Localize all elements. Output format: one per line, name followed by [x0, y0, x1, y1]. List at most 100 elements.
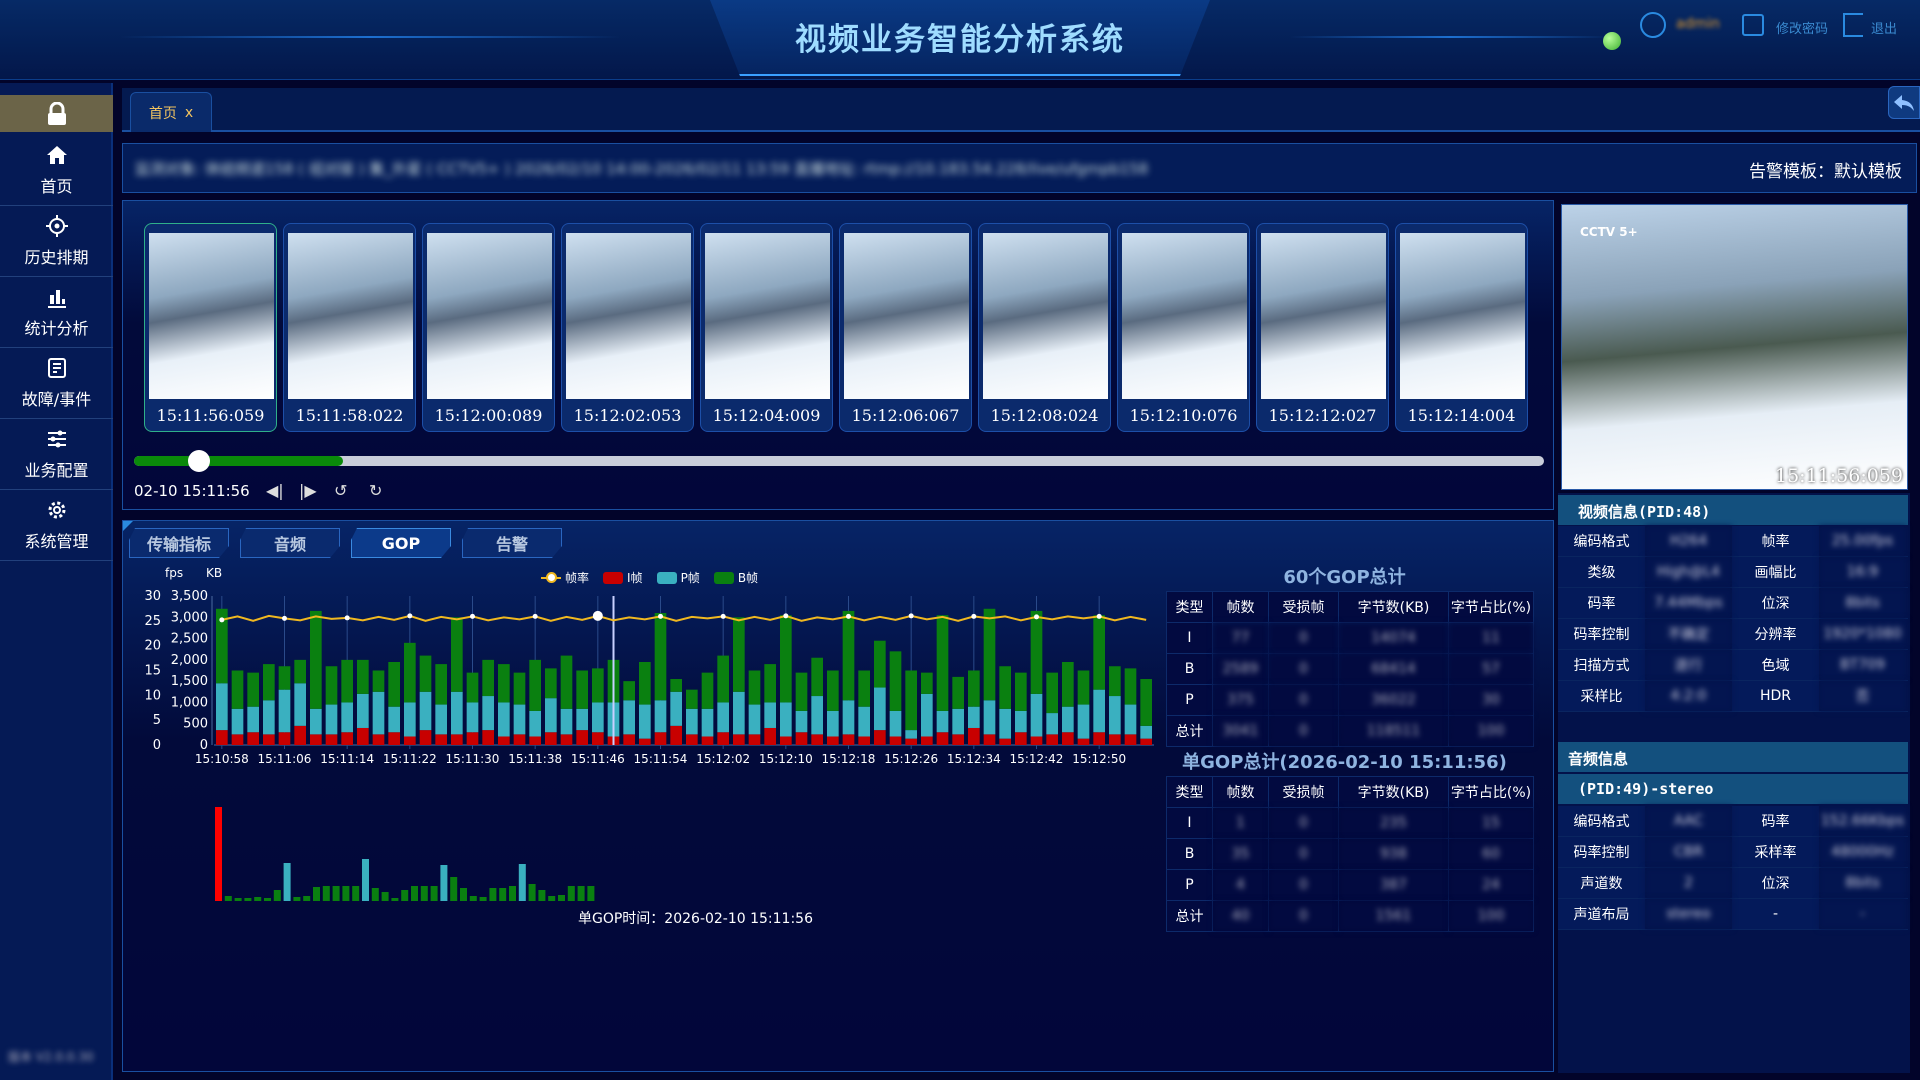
logout-link[interactable]: 退出: [1871, 22, 1898, 37]
table-row: B 2589 0 68414 57: [1166, 653, 1534, 685]
legend-b-frame[interactable]: B帧: [713, 569, 758, 586]
prev-frame-button[interactable]: ◀|: [266, 481, 284, 500]
thumbnail-image: [288, 233, 413, 399]
bar-p-frame: [905, 730, 917, 739]
single-gop-bar-b: [479, 897, 487, 901]
thumbnail-image: [705, 233, 830, 399]
single-gop-bar-b: [587, 886, 595, 901]
sidebar-item-label: 统计分析: [24, 319, 89, 338]
thumbnail[interactable]: 15:12:08:024: [978, 223, 1111, 432]
forward-5s-icon[interactable]: ↻: [369, 481, 383, 500]
gop-total-table: 类型 帧数 受损帧 字节数(KB) 字节占比(%) I 77 0 14074 11 B 2589 0 68…: [1166, 591, 1534, 747]
bar-i-frame: [827, 736, 839, 745]
bar-i-frame: [701, 736, 714, 745]
info-label: 编码格式: [1558, 806, 1645, 836]
info-value: 8bits: [1819, 868, 1906, 898]
legend-fps[interactable]: 帧率: [541, 569, 589, 586]
sidebar-item-home[interactable]: 首页: [0, 135, 113, 206]
bar-b-frame: [435, 664, 447, 705]
bar-p-frame: [310, 708, 322, 735]
sidebar-item-label: 首页: [40, 177, 73, 196]
bar-i-frame: [419, 730, 432, 745]
rewind-5s-icon[interactable]: ↺: [334, 481, 348, 500]
bar-i-frame: [780, 736, 792, 745]
bar-b-frame: [701, 672, 714, 709]
thumbnail[interactable]: 15:12:12:027: [1256, 223, 1389, 432]
kb-tick-label: 3,000: [171, 610, 208, 625]
table-cell: 0: [1268, 900, 1339, 932]
fps-tick-label: 0: [153, 738, 161, 753]
sidebar-item-history[interactable]: 历史排期: [0, 206, 113, 277]
fps-point: [846, 613, 851, 619]
change-password-link[interactable]: 修改密码: [1776, 22, 1829, 37]
user-icon: [1640, 12, 1666, 38]
back-button[interactable]: [1888, 86, 1920, 119]
thumbnail[interactable]: 15:12:02:053: [561, 223, 694, 432]
reply-icon: [1894, 94, 1914, 111]
tab-audio[interactable]: 音频: [240, 528, 340, 558]
timeline-buffered: [134, 456, 343, 466]
bar-b-frame: [325, 666, 338, 705]
single-gop-bar-b: [489, 888, 497, 901]
info-value: 152.66Kbps: [1819, 806, 1906, 836]
bar-b-frame: [466, 672, 479, 703]
bar-p-frame: [1015, 710, 1027, 733]
thumbnail-image: [427, 233, 552, 399]
bar-p-frame: [341, 702, 353, 733]
column-header: 类型: [1166, 591, 1213, 623]
table-cell: 0: [1268, 869, 1339, 901]
table-header: 类型 帧数 受损帧 字节数(KB) 字节占比(%): [1166, 776, 1534, 808]
bar-p-frame: [216, 683, 228, 731]
corner-decoration: [123, 521, 133, 531]
sidebar-item-statistics[interactable]: 统计分析: [0, 277, 113, 348]
thumbnail-image: [1122, 233, 1247, 399]
bar-b-frame: [889, 651, 902, 711]
bar-p-frame: [780, 702, 792, 737]
single-gop-bar-b: [332, 886, 340, 901]
timeline-slider[interactable]: [134, 450, 1544, 472]
bar-i-frame: [513, 734, 526, 745]
sidebar-item-system[interactable]: 系统管理: [0, 490, 113, 561]
thumbnail[interactable]: 15:12:04:009: [700, 223, 833, 432]
table-row: I 77 0 14074 11: [1166, 622, 1534, 654]
thumbnail[interactable]: 15:12:10:076: [1117, 223, 1250, 432]
bar-i-frame: [576, 730, 588, 745]
timeline-knob[interactable]: [187, 450, 210, 472]
tab-label: 首页: [148, 105, 177, 122]
thumbnail[interactable]: 15:11:56:059: [144, 223, 277, 432]
bar-b-frame: [341, 659, 353, 703]
legend-i-frame[interactable]: I帧: [603, 569, 643, 586]
logout-icon[interactable]: [1843, 13, 1863, 37]
info-value: stereo: [1645, 899, 1732, 929]
bar-p-frame: [983, 700, 996, 735]
next-frame-button[interactable]: |▶: [299, 481, 317, 500]
bar-p-frame: [639, 704, 651, 739]
column-header: 帧数: [1212, 776, 1269, 808]
info-label: 画幅比: [1732, 557, 1819, 587]
thumbnail[interactable]: 15:11:58:022: [283, 223, 416, 432]
table-cell: 100: [1448, 900, 1534, 932]
sidebar-item-faults[interactable]: 故障/事件: [0, 348, 113, 419]
lock-button[interactable]: [0, 95, 113, 132]
x-tick-label: 15:11:22: [383, 752, 437, 766]
thumbnail[interactable]: 15:12:06:067: [839, 223, 972, 432]
tab-gop[interactable]: GOP: [351, 528, 451, 558]
edit-icon[interactable]: [1742, 14, 1764, 36]
legend-p-frame[interactable]: P帧: [656, 569, 700, 586]
tab-transport[interactable]: 传输指标: [129, 528, 229, 558]
bar-b-frame: [1015, 672, 1027, 711]
sidebar-item-config[interactable]: 业务配置: [0, 419, 113, 490]
title-plate: [710, 0, 1210, 76]
thumbnail[interactable]: 15:12:14:004: [1395, 223, 1528, 432]
thumbnail-image: [983, 233, 1108, 399]
thumbnail-time: 15:12:08:024: [990, 406, 1099, 425]
table-cell: 2589: [1212, 653, 1269, 685]
thumbnail-image: [149, 233, 274, 399]
thumbnail[interactable]: 15:12:00:089: [422, 223, 555, 432]
sidebar-item-label: 历史排期: [24, 248, 89, 267]
info-value: 不确定: [1645, 619, 1732, 649]
tab-alarm[interactable]: 告警: [462, 528, 562, 558]
tab-home[interactable]: 首页 x: [130, 92, 212, 132]
tab-close-button[interactable]: x: [184, 104, 194, 121]
status-indicator: [1603, 32, 1621, 50]
